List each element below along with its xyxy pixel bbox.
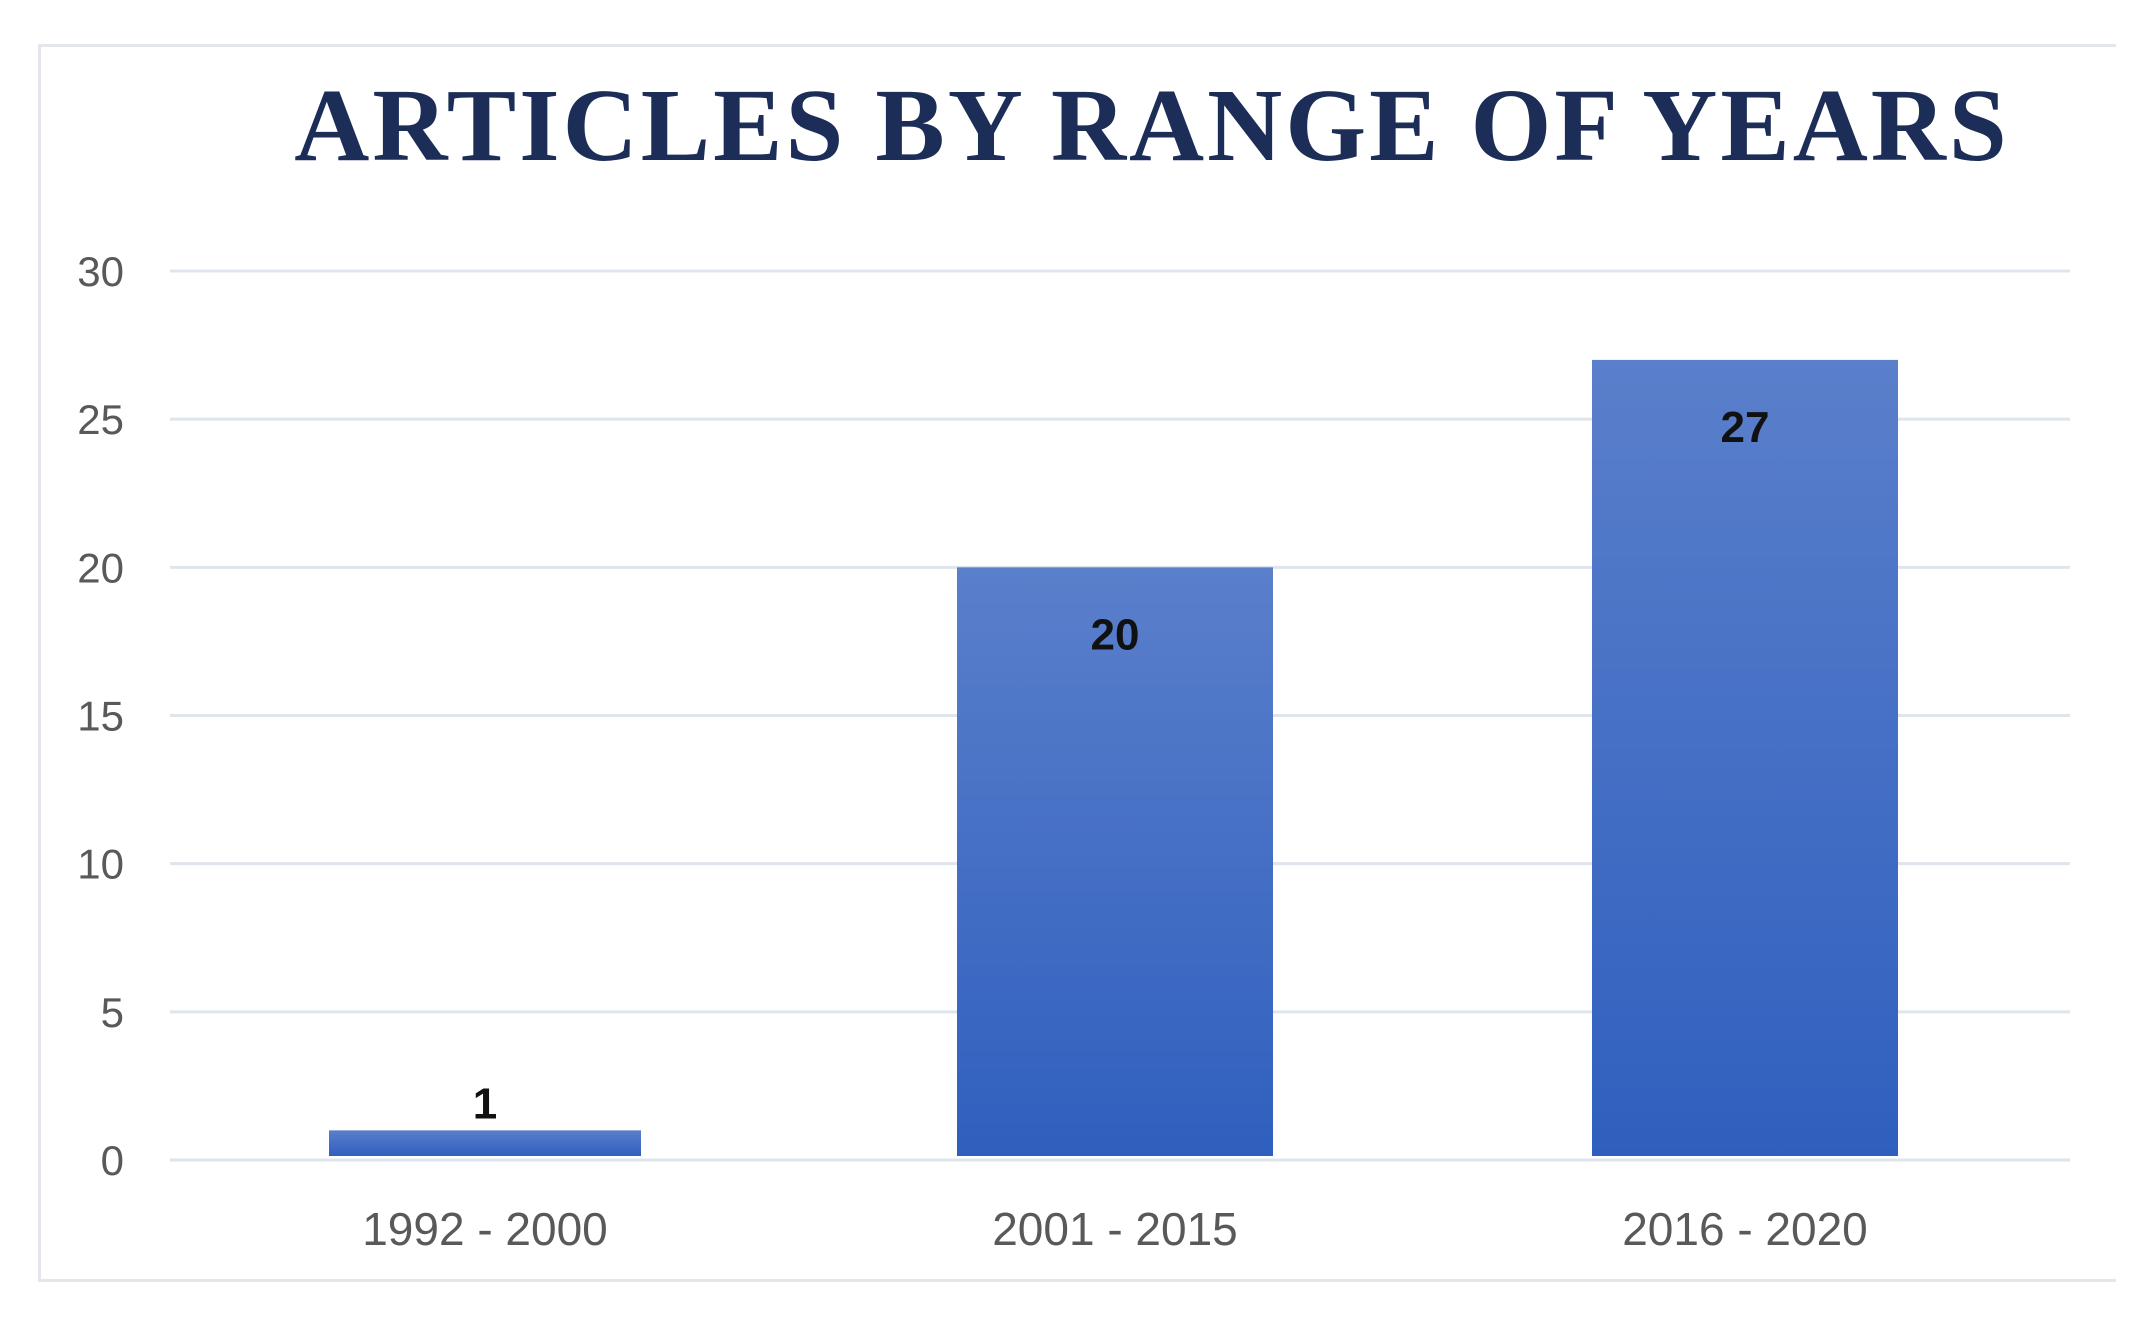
chart-title-text: ARTICLES BY RANGE OF YEARS [294, 68, 2010, 183]
bar-value-label: 20 [1091, 610, 1140, 659]
bar-value-label: 1 [473, 1079, 497, 1128]
x-category-label: 2001 - 2015 [992, 1203, 1238, 1255]
data-labels: 1 20 27 [473, 403, 1770, 1128]
chart-title: ARTICLES BY RANGE OF YEARS [0, 74, 2154, 178]
bar [1592, 359, 1898, 1156]
bar [957, 567, 1273, 1156]
y-tick-label: 5 [101, 989, 124, 1036]
bars [329, 359, 1898, 1156]
bar-value-label: 27 [1721, 403, 1770, 452]
y-tick-label: 30 [77, 248, 124, 295]
y-tick-label: 20 [77, 544, 124, 591]
x-category-label: 1992 - 2000 [362, 1203, 608, 1255]
y-tick-label: 25 [77, 396, 124, 443]
y-tick-label: 0 [101, 1137, 124, 1184]
bar [329, 1130, 641, 1156]
y-tick-label: 10 [77, 841, 124, 888]
y-axis-ticks: 0 5 10 15 20 25 30 [77, 248, 124, 1184]
y-tick-label: 15 [77, 693, 124, 740]
x-category-label: 2016 - 2020 [1622, 1203, 1868, 1255]
x-axis-categories: 1992 - 2000 2001 - 2015 2016 - 2020 [362, 1203, 1868, 1255]
